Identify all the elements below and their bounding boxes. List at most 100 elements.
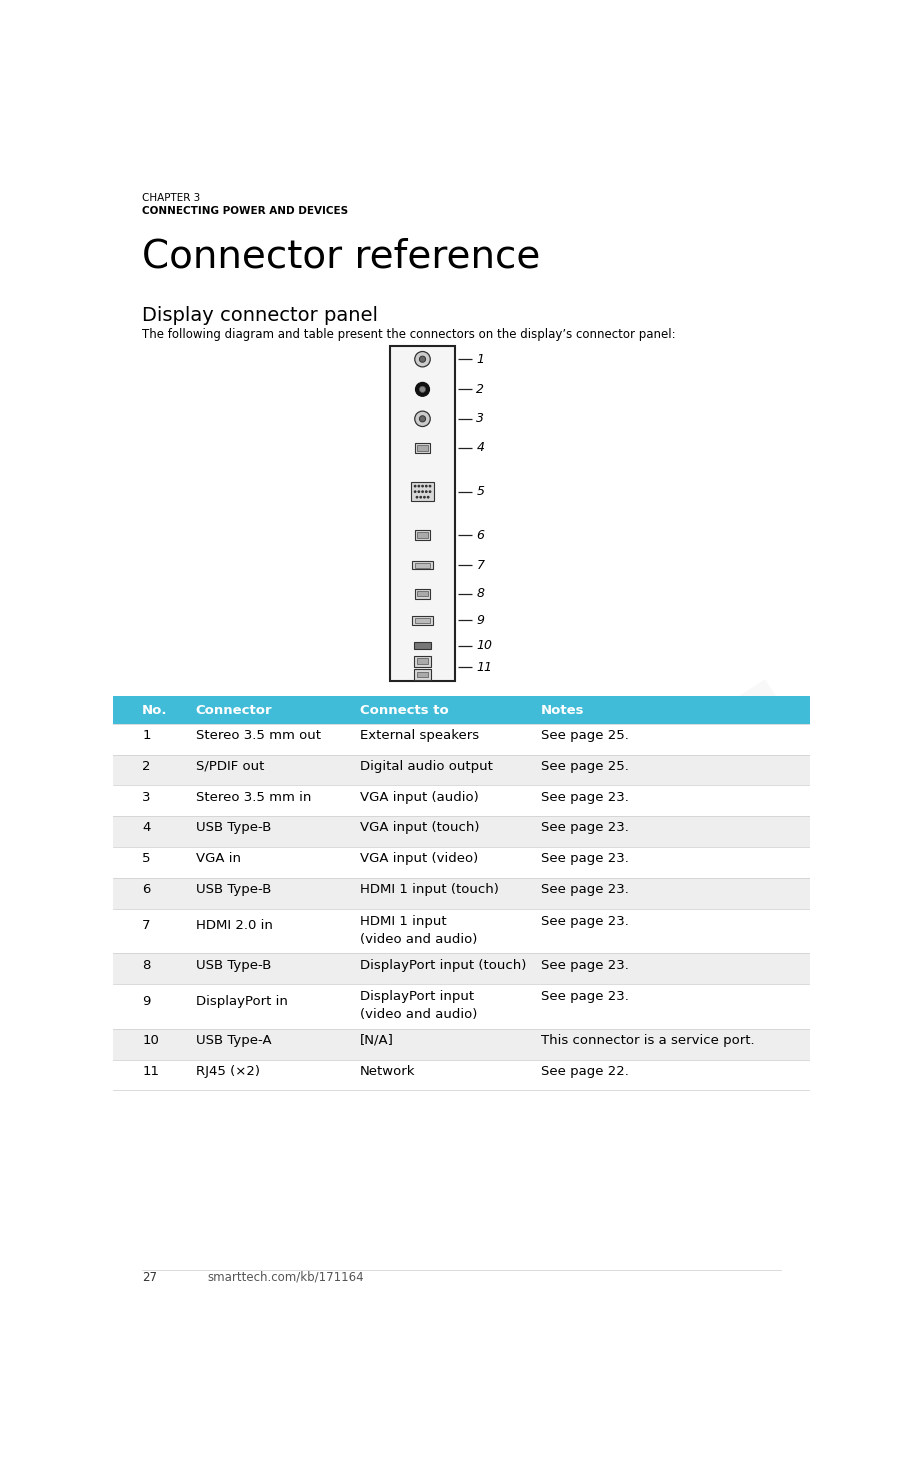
Text: The following diagram and table present the connectors on the display’s connecto: The following diagram and table present … — [142, 328, 676, 341]
Text: USB Type-B: USB Type-B — [196, 822, 271, 835]
Bar — [415, 619, 430, 623]
Text: DRAFT: DRAFT — [282, 667, 842, 1102]
Bar — [112, 723, 810, 754]
Bar — [112, 816, 810, 847]
Text: Display connector panel: Display connector panel — [142, 306, 378, 325]
Bar — [112, 908, 810, 954]
Bar — [418, 445, 428, 451]
Bar — [418, 532, 428, 538]
Text: DisplayPort input: DisplayPort input — [360, 991, 474, 1003]
Bar — [112, 1060, 810, 1091]
Text: 1: 1 — [142, 729, 150, 742]
Bar — [112, 847, 810, 878]
Text: 4: 4 — [142, 822, 150, 835]
Text: (video and audio): (video and audio) — [360, 1008, 477, 1022]
Text: 1: 1 — [476, 353, 484, 366]
Text: RJ45 (×2): RJ45 (×2) — [196, 1064, 260, 1078]
Text: Stereo 3.5 mm out: Stereo 3.5 mm out — [196, 729, 320, 742]
Circle shape — [419, 416, 426, 422]
Bar — [112, 697, 810, 723]
Text: See page 22.: See page 22. — [541, 1064, 629, 1078]
Text: USB Type-B: USB Type-B — [196, 883, 271, 897]
Text: (video and audio): (video and audio) — [360, 932, 477, 945]
Text: See page 23.: See page 23. — [541, 991, 629, 1003]
Bar — [390, 345, 455, 681]
Text: 4: 4 — [476, 441, 484, 454]
Text: See page 23.: See page 23. — [541, 822, 629, 835]
Circle shape — [419, 356, 426, 362]
Text: Connects to: Connects to — [360, 704, 448, 716]
Text: 5: 5 — [142, 853, 150, 866]
Bar — [411, 482, 434, 501]
Text: 11: 11 — [142, 1064, 159, 1078]
Text: See page 23.: See page 23. — [541, 883, 629, 897]
Text: 11: 11 — [476, 662, 492, 673]
Text: smarttech.com/kb/171164: smarttech.com/kb/171164 — [208, 1270, 364, 1283]
Bar — [415, 442, 430, 453]
Bar — [112, 954, 810, 983]
Text: HDMI 1 input (touch): HDMI 1 input (touch) — [360, 883, 499, 897]
Bar — [417, 672, 428, 678]
Text: CHAPTER 3: CHAPTER 3 — [142, 194, 200, 203]
Circle shape — [415, 412, 430, 426]
Text: Notes: Notes — [541, 704, 585, 716]
Bar — [414, 669, 431, 679]
Text: See page 23.: See page 23. — [541, 958, 629, 972]
Text: 6: 6 — [142, 883, 150, 897]
Text: See page 23.: See page 23. — [541, 853, 629, 866]
Text: This connector is a service port.: This connector is a service port. — [541, 1033, 755, 1047]
Text: USB Type-B: USB Type-B — [196, 958, 271, 972]
Text: S/PDIF out: S/PDIF out — [196, 760, 265, 773]
Text: DisplayPort input (touch): DisplayPort input (touch) — [360, 958, 526, 972]
Text: 2: 2 — [476, 382, 484, 395]
Text: 3: 3 — [476, 412, 484, 425]
Bar — [411, 616, 434, 625]
Text: 9: 9 — [142, 995, 150, 1007]
Text: Digital audio output: Digital audio output — [360, 760, 492, 773]
Text: 7: 7 — [142, 919, 150, 932]
Circle shape — [415, 351, 430, 368]
Text: 8: 8 — [476, 587, 484, 600]
Bar — [415, 588, 430, 598]
Text: 5: 5 — [476, 485, 484, 498]
Text: 27: 27 — [142, 1270, 157, 1283]
Text: Network: Network — [360, 1064, 415, 1078]
Text: VGA input (video): VGA input (video) — [360, 853, 478, 866]
Text: VGA in: VGA in — [196, 853, 241, 866]
Text: CONNECTING POWER AND DEVICES: CONNECTING POWER AND DEVICES — [142, 206, 348, 216]
Text: 10: 10 — [476, 639, 492, 653]
Bar — [418, 591, 428, 597]
Bar — [112, 1029, 810, 1060]
Text: [N/A]: [N/A] — [360, 1033, 393, 1047]
Circle shape — [419, 387, 426, 392]
Bar — [112, 785, 810, 816]
Bar — [414, 656, 431, 666]
Text: HDMI 1 input: HDMI 1 input — [360, 914, 446, 928]
Text: Connector reference: Connector reference — [142, 238, 540, 276]
Circle shape — [416, 382, 429, 397]
Bar — [112, 878, 810, 908]
Bar — [415, 563, 430, 567]
Text: See page 25.: See page 25. — [541, 760, 629, 773]
Bar — [415, 531, 430, 539]
Text: 2: 2 — [142, 760, 150, 773]
Text: Connector: Connector — [196, 704, 273, 716]
Text: VGA input (audio): VGA input (audio) — [360, 791, 479, 804]
Bar — [414, 642, 431, 650]
Text: External speakers: External speakers — [360, 729, 479, 742]
Text: See page 23.: See page 23. — [541, 791, 629, 804]
Bar — [112, 754, 810, 785]
Bar — [411, 562, 434, 569]
Bar — [417, 659, 428, 664]
Text: VGA input (touch): VGA input (touch) — [360, 822, 479, 835]
Bar — [112, 983, 810, 1029]
Text: 8: 8 — [142, 958, 150, 972]
Text: Stereo 3.5 mm in: Stereo 3.5 mm in — [196, 791, 311, 804]
Text: HDMI 2.0 in: HDMI 2.0 in — [196, 919, 273, 932]
Text: 3: 3 — [142, 791, 150, 804]
Text: See page 23.: See page 23. — [541, 914, 629, 928]
Text: 6: 6 — [476, 529, 484, 541]
Text: See page 25.: See page 25. — [541, 729, 629, 742]
Text: 10: 10 — [142, 1033, 159, 1047]
Text: 9: 9 — [476, 614, 484, 628]
